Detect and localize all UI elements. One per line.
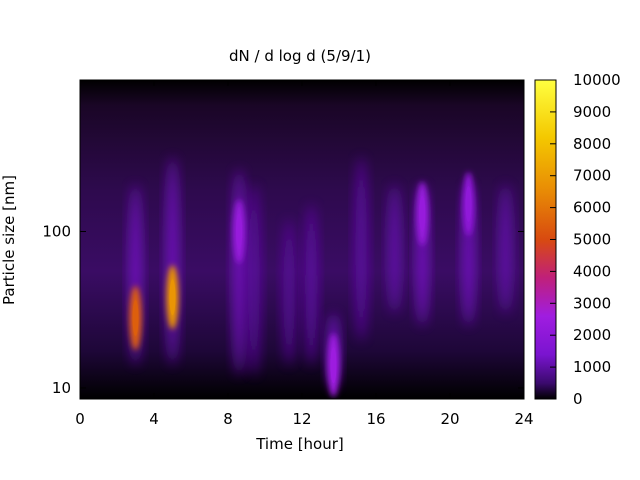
x-tick-label: 24 bbox=[514, 410, 533, 428]
x-axis: 0 4 8 12 16 20 24 bbox=[75, 80, 534, 428]
x-tick-label: 4 bbox=[149, 410, 159, 428]
plume bbox=[499, 184, 512, 314]
heatmap-area bbox=[80, 80, 524, 399]
colorbar-tick-label: 9000 bbox=[573, 103, 611, 121]
heatmap-feature-core bbox=[330, 347, 337, 384]
x-tick-label: 0 bbox=[75, 410, 85, 428]
colorbar-tick-label: 5000 bbox=[573, 231, 611, 249]
colorbar-tick-label: 7000 bbox=[573, 167, 611, 185]
heatmap-background bbox=[80, 80, 524, 399]
colorbar-tick-label: 10000 bbox=[573, 71, 621, 89]
plume bbox=[388, 184, 401, 314]
colorbar-tick-label: 8000 bbox=[573, 135, 611, 153]
plume bbox=[247, 184, 260, 376]
y-axis-label: Particle size [nm] bbox=[0, 175, 18, 305]
y-tick-label: 100 bbox=[42, 223, 71, 241]
heatmap-feature-core bbox=[465, 185, 472, 222]
heatmap-feature-core bbox=[236, 213, 243, 250]
y-axis: 10 100 bbox=[42, 223, 524, 397]
colorbar-tick-label: 6000 bbox=[573, 199, 611, 217]
x-tick-label: 8 bbox=[223, 410, 233, 428]
colorbar-axis: 0 1000 2000 3000 4000 5000 6000 7000 8000 9000 100… bbox=[550, 71, 621, 408]
heatmap-feature-core bbox=[169, 279, 176, 316]
heatmap-feature-core bbox=[132, 300, 139, 337]
colorbar-tick-label: 2000 bbox=[573, 326, 611, 344]
x-tick-label: 12 bbox=[292, 410, 311, 428]
x-tick-label: 20 bbox=[440, 410, 459, 428]
plume bbox=[283, 219, 296, 366]
colorbar-tick-label: 4000 bbox=[573, 262, 611, 280]
chart-title: dN / d log d (5/9/1) bbox=[229, 47, 371, 65]
x-tick-label: 16 bbox=[366, 410, 385, 428]
heatmap-feature-core bbox=[419, 195, 426, 232]
plume bbox=[166, 156, 179, 366]
plume bbox=[305, 203, 318, 366]
colorbar-tick-label: 0 bbox=[573, 390, 583, 408]
colorbar-tick-label: 3000 bbox=[573, 294, 611, 312]
x-axis-label: Time [hour] bbox=[255, 435, 344, 453]
plume bbox=[355, 156, 368, 341]
y-tick-label: 10 bbox=[52, 379, 71, 397]
colorbar-tick-label: 1000 bbox=[573, 358, 611, 376]
